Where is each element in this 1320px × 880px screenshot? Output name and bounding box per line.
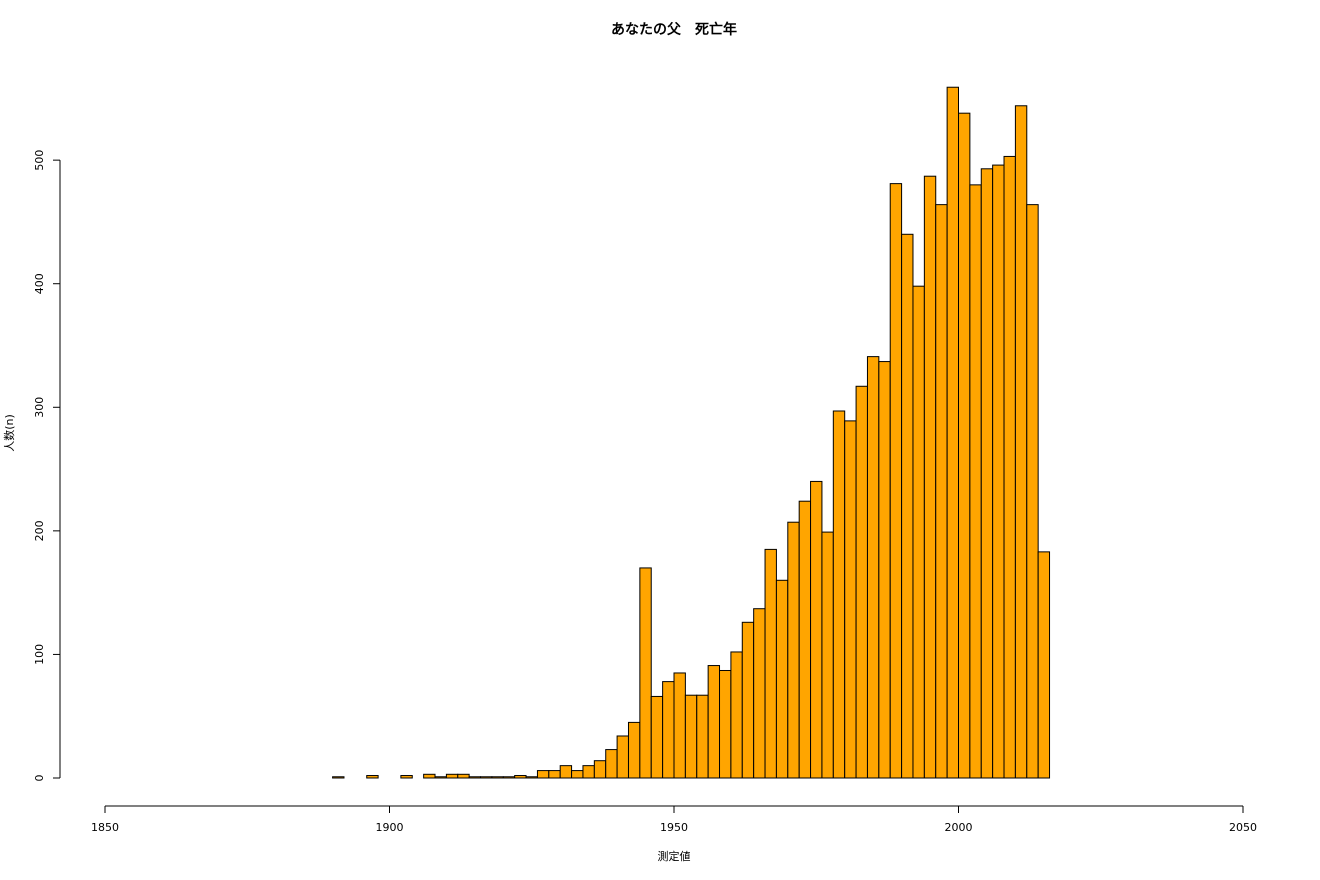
bar: [468, 776, 482, 779]
bar: [650, 695, 664, 779]
bar: [753, 608, 766, 779]
bar: [491, 776, 504, 779]
bar: [958, 112, 971, 779]
bar: [605, 749, 618, 779]
bar: [935, 204, 948, 779]
bar: [616, 735, 629, 779]
bar: [480, 776, 493, 779]
bar: [502, 776, 516, 779]
bar: [434, 776, 447, 779]
bar: [582, 765, 595, 779]
bar: [923, 175, 937, 779]
bar: [889, 183, 903, 779]
y-tick-label: 200: [33, 520, 46, 541]
bar: [719, 669, 732, 779]
x-tick-label: 1900: [376, 821, 404, 834]
bar: [775, 579, 789, 779]
y-axis-label: 人数(n): [3, 414, 16, 452]
bar: [423, 773, 436, 779]
bar: [559, 765, 573, 779]
bar: [764, 548, 777, 779]
bar: [707, 665, 721, 779]
bar: [969, 184, 982, 779]
y-tick-label: 300: [33, 397, 46, 418]
x-tick-label: 1850: [91, 821, 119, 834]
bar: [639, 567, 652, 779]
bar: [593, 760, 607, 779]
bar: [571, 770, 584, 779]
y-tick-label: 100: [33, 644, 46, 665]
bar: [673, 672, 686, 779]
bar: [810, 480, 823, 779]
bar: [400, 775, 413, 779]
bar: [536, 770, 550, 779]
bar: [787, 521, 800, 779]
bar: [878, 361, 891, 779]
bar: [821, 531, 834, 779]
x-axis-label: 測定値: [658, 849, 691, 863]
bar: [844, 420, 857, 779]
bar: [912, 285, 925, 779]
bar: [730, 651, 743, 779]
bar: [992, 164, 1005, 779]
bar: [832, 410, 846, 779]
bar: [866, 356, 880, 779]
bar: [525, 776, 538, 779]
bar: [946, 86, 959, 779]
x-tick-label: 1950: [660, 821, 688, 834]
bar: [1026, 204, 1039, 779]
bar: [332, 776, 345, 779]
bar: [901, 233, 914, 779]
bar: [684, 694, 698, 779]
chart-title: あなたの父 死亡年: [611, 21, 737, 38]
bar: [1037, 551, 1051, 779]
bar: [855, 385, 868, 779]
bar: [662, 681, 675, 779]
x-tick-label: 2000: [945, 821, 973, 834]
y-tick-label: 400: [33, 273, 46, 294]
bar: [627, 721, 641, 779]
bar: [1014, 105, 1028, 779]
bar: [741, 621, 755, 779]
bar: [1003, 155, 1016, 779]
x-tick-label: 2050: [1229, 821, 1257, 834]
bar: [548, 770, 561, 779]
bar: [798, 500, 812, 779]
bar: [980, 168, 994, 779]
y-tick-label: 500: [33, 150, 46, 171]
bar: [366, 775, 379, 779]
bar: [457, 773, 470, 779]
bar: [445, 773, 459, 779]
bar: [696, 694, 709, 779]
y-tick-label: 0: [33, 775, 46, 782]
bar: [514, 775, 527, 779]
